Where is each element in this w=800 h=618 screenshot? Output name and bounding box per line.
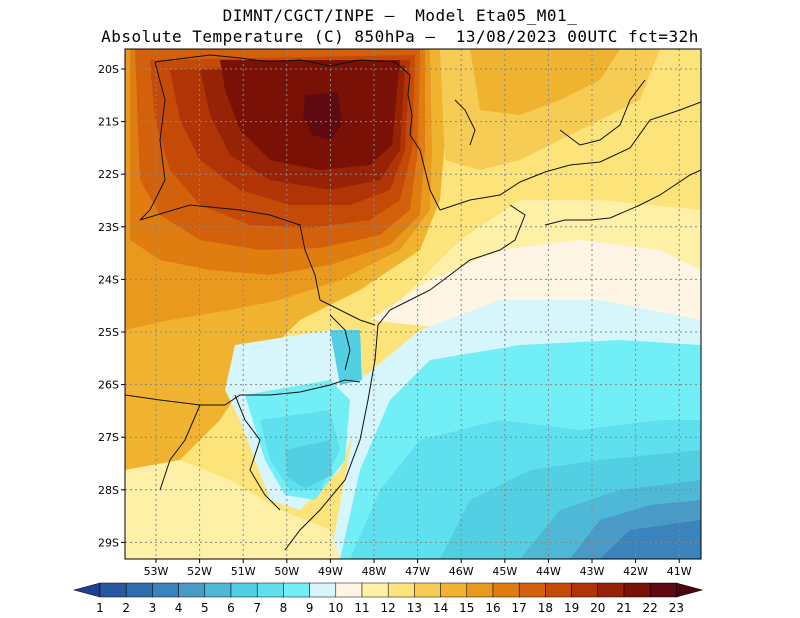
colorbar-label: 7 — [253, 601, 261, 615]
colorbar-segment — [623, 582, 651, 598]
lat-label: 21S — [98, 116, 119, 129]
colorbar-segment — [440, 582, 468, 598]
colorbar-label: 11 — [354, 601, 369, 615]
lat-label: 20S — [98, 63, 119, 76]
colorbar-label: 21 — [616, 601, 631, 615]
colorbar-segment — [178, 582, 206, 598]
lat-label: 28S — [98, 484, 119, 497]
colorbar-label: 1 — [96, 601, 104, 615]
colorbar-segment — [256, 582, 284, 598]
lon-label: 41W — [667, 565, 692, 578]
lon-label: 46W — [449, 565, 474, 578]
lon-label: 52W — [187, 565, 212, 578]
colorbar-segment — [152, 582, 179, 598]
colorbar-label: 4 — [175, 601, 183, 615]
colorbar-segment — [387, 582, 415, 598]
lon-label: 49W — [318, 565, 343, 578]
temperature-field — [125, 49, 701, 559]
plot-frame — [124, 48, 702, 560]
lat-label: 26S — [98, 379, 119, 392]
lon-label: 44W — [536, 565, 561, 578]
colorbar-min-arrow — [73, 582, 101, 598]
colorbar-segment — [125, 582, 153, 598]
lat-label: 27S — [98, 431, 119, 444]
colorbar: 1 2 3 4 5 6 7 8 9 10 11 12 13 14 15 16 17 18 19 20 21 22 23 — [73, 582, 704, 615]
lat-label: 24S — [98, 273, 119, 286]
colorbar-label: 3 — [149, 601, 157, 615]
lon-label: 50W — [274, 565, 299, 578]
title-line-1: DIMNT/CGCT/INPE — Model Eta05_M01_ — [222, 6, 578, 25]
colorbar-segment — [571, 582, 599, 598]
colorbar-segment — [309, 582, 337, 598]
lon-label: 53W — [144, 565, 169, 578]
lat-label: 29S — [98, 536, 119, 549]
colorbar-segment — [99, 582, 127, 598]
lon-label: 43W — [580, 565, 605, 578]
colorbar-segment — [545, 582, 572, 598]
colorbar-segment — [361, 582, 389, 598]
colorbar-label: 12 — [381, 601, 396, 615]
colorbar-segment — [414, 582, 441, 598]
colorbar-segment — [335, 582, 363, 598]
colorbar-label: 18 — [538, 601, 553, 615]
colorbar-label: 2 — [122, 601, 130, 615]
colorbar-label: 20 — [590, 601, 605, 615]
colorbar-segment — [649, 582, 677, 598]
lon-label: 42W — [623, 565, 648, 578]
colorbar-segment — [492, 582, 520, 598]
colorbar-label: 15 — [459, 601, 474, 615]
colorbar-segment — [597, 582, 625, 598]
title-line-2: Absolute Temperature (C) 850hPa — 13/08/… — [101, 27, 699, 46]
lon-label: 51W — [231, 565, 256, 578]
latitude-labels: 20S 21S 22S 23S 24S 25S 26S 27S 28S 29S — [98, 63, 125, 549]
lat-label: 25S — [98, 326, 119, 339]
colorbar-label: 13 — [407, 601, 422, 615]
colorbar-segment — [466, 582, 494, 598]
colorbar-label: 6 — [227, 601, 235, 615]
colorbar-label: 10 — [328, 601, 343, 615]
lat-label: 23S — [98, 221, 119, 234]
longitude-labels: 53W 52W 51W 50W 49W 48W 47W 46W 45W 44W 43W 42W 41W — [144, 559, 692, 578]
colorbar-label: 9 — [306, 601, 314, 615]
colorbar-label: 14 — [433, 601, 448, 615]
colorbar-segment — [518, 582, 546, 598]
lat-lon-grid — [125, 49, 701, 559]
colorbar-label: 17 — [512, 601, 527, 615]
colorbar-segment — [230, 582, 258, 598]
colorbar-label: 23 — [669, 601, 684, 615]
colorbar-max-arrow — [676, 582, 704, 598]
lon-label: 45W — [492, 565, 517, 578]
colorbar-label: 19 — [564, 601, 579, 615]
lon-label: 47W — [405, 565, 430, 578]
colorbar-segment — [204, 582, 232, 598]
lon-label: 48W — [362, 565, 387, 578]
colorbar-label: 22 — [643, 601, 658, 615]
colorbar-label: 8 — [280, 601, 288, 615]
colorbar-label: 16 — [485, 601, 500, 615]
colorbar-label: 5 — [201, 601, 209, 615]
lat-label: 22S — [98, 168, 119, 181]
colorbar-segment — [283, 582, 310, 598]
coastline-borders — [125, 54, 701, 551]
